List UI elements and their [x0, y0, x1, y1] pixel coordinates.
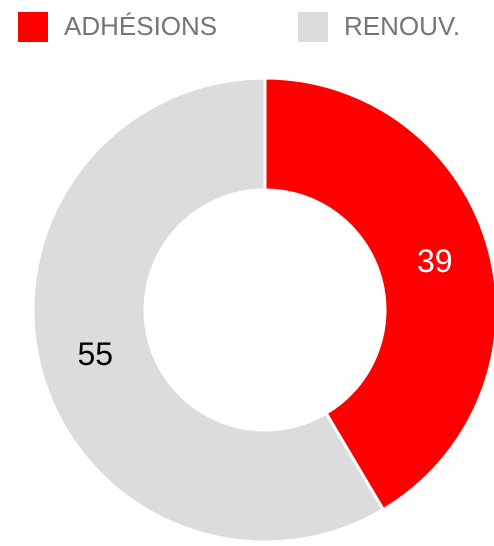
slice [263, 76, 494, 512]
legend-label: ADHÉSIONS [64, 11, 217, 41]
legend-label: RENOUV. [344, 11, 460, 41]
legend-swatch [298, 12, 328, 42]
slice-label: 39 [417, 243, 453, 279]
legend-swatch [18, 12, 48, 42]
slice [31, 76, 386, 544]
slice-label: 55 [77, 336, 113, 372]
